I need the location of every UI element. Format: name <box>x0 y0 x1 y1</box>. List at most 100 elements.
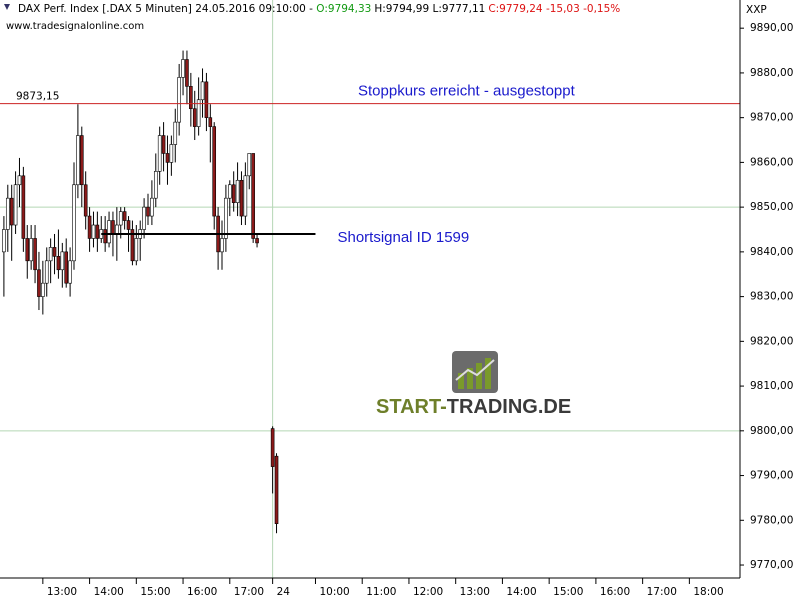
candle-body <box>185 59 189 87</box>
y-tick-label: 9840,00 <box>750 246 793 258</box>
candle-body <box>107 220 111 244</box>
candle-body <box>13 184 18 226</box>
candle-body <box>157 135 162 172</box>
candle-body <box>103 229 107 244</box>
candle-body <box>274 455 279 524</box>
candle-body <box>64 251 69 284</box>
candle-body <box>220 238 224 253</box>
chart-header: DAX Perf. Index [.DAX 5 Minuten] 24.05.2… <box>18 3 620 15</box>
x-tick-label: 18:00 <box>693 586 723 598</box>
candle-body <box>235 179 240 203</box>
candle-body <box>87 215 92 239</box>
candle-body <box>91 224 96 239</box>
logo <box>452 351 498 393</box>
candle-body <box>126 220 131 230</box>
candle-body <box>165 153 170 163</box>
candle-body <box>122 211 127 221</box>
x-tick-label: 17:00 <box>647 586 677 598</box>
candle-body <box>60 251 65 271</box>
candle-body <box>95 224 100 239</box>
watermark-part: TRADING.DE <box>447 396 571 418</box>
y-tick-label: 9830,00 <box>750 291 793 303</box>
candle-body <box>142 206 146 230</box>
candle-body <box>150 197 154 217</box>
candle-body <box>224 197 228 239</box>
candle-body <box>68 260 72 284</box>
candle-body <box>76 135 80 186</box>
y-tick-label: 9860,00 <box>750 156 793 168</box>
candle-body <box>72 184 76 262</box>
watermark: START-TRADING.DE <box>376 396 571 418</box>
annotation: Stoppkurs erreicht - ausgestoppt <box>358 83 576 100</box>
candle-body <box>212 126 217 217</box>
candle-body <box>111 220 115 235</box>
candle-body <box>83 184 88 217</box>
x-tick-label: 14:00 <box>506 586 536 598</box>
y-tick-label: 9870,00 <box>750 112 793 124</box>
candle-body <box>247 153 252 177</box>
candle-body <box>115 224 119 235</box>
candle-body <box>118 211 123 226</box>
candle-body <box>5 197 10 230</box>
candle-body <box>130 229 135 262</box>
candle-body <box>173 121 178 145</box>
candle-body <box>44 260 49 284</box>
y-tick-label: 9810,00 <box>750 380 793 392</box>
candle-body <box>196 99 201 127</box>
candle-body <box>239 179 244 217</box>
plot-area <box>0 0 740 578</box>
candle-body <box>29 238 33 262</box>
candle-body <box>25 238 30 262</box>
line-label: 9873,15 <box>16 91 59 103</box>
candle-body <box>9 197 14 226</box>
candle-body <box>161 135 166 154</box>
candle-body <box>208 117 213 127</box>
candle-body <box>200 81 205 101</box>
y-tick-label: 9800,00 <box>750 425 793 437</box>
source: www.tradesignalonline.com <box>6 21 144 32</box>
x-tick-label: 16:00 <box>187 586 217 598</box>
candle-body <box>181 59 185 78</box>
x-tick-label: 15:00 <box>140 586 170 598</box>
candle-body <box>79 135 84 186</box>
symbol: XXP <box>746 4 767 16</box>
candle-body <box>204 81 209 118</box>
y-tick-label: 9890,00 <box>750 22 793 34</box>
candle-body <box>52 247 57 257</box>
y-tick-label: 9770,00 <box>750 559 793 571</box>
x-tick-label: 13:00 <box>47 586 77 598</box>
candle-body <box>227 184 232 199</box>
candle-body <box>37 269 41 297</box>
high-low-label: H:9794,99 L:9777,11 <box>374 3 485 15</box>
candle-body <box>21 175 26 239</box>
candle-body <box>2 229 6 253</box>
y-tick-label: 9820,00 <box>750 335 793 347</box>
candle-body <box>251 153 255 239</box>
candle-body <box>56 256 61 271</box>
x-tick-label: 14:00 <box>94 586 124 598</box>
y-tick-label: 9850,00 <box>750 201 793 213</box>
x-tick-label: 12:00 <box>413 586 443 598</box>
candle-body <box>169 144 174 163</box>
candle-body <box>231 184 236 203</box>
y-tick-label: 9780,00 <box>750 514 793 526</box>
candle-body <box>134 238 139 262</box>
annotation: Shortsignal ID 1599 <box>337 229 469 246</box>
candle-body <box>192 108 197 127</box>
x-tick-label: 10:00 <box>319 586 349 598</box>
x-tick-label: 11:00 <box>366 586 396 598</box>
candle-body <box>153 171 158 199</box>
candle-body <box>270 428 275 467</box>
candle-body <box>17 175 22 186</box>
close-label: C:9779,24 -15,03 -0,15% <box>488 3 620 15</box>
open-label: O:9794,33 <box>316 3 371 15</box>
candle-body <box>41 282 45 297</box>
candle-body <box>243 175 248 217</box>
candle-body <box>177 77 181 123</box>
watermark-part: START- <box>376 396 447 418</box>
candle-body <box>33 238 37 271</box>
x-tick-label: 17:00 <box>234 586 264 598</box>
x-tick-label: 13:00 <box>460 586 490 598</box>
